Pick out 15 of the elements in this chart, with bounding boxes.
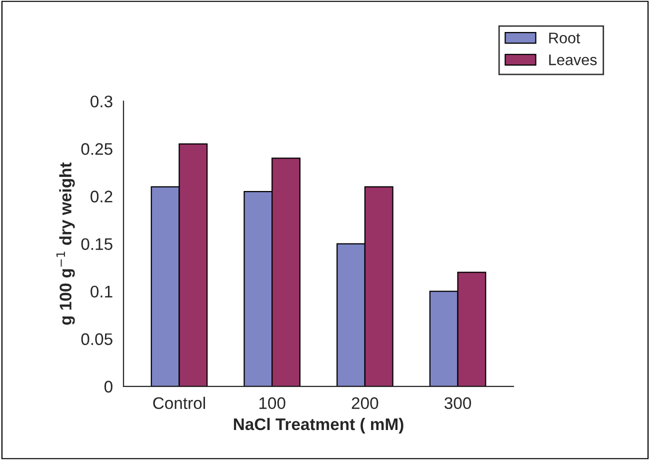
legend-label: Leaves	[549, 54, 597, 66]
y-tick-label: 0.05	[81, 333, 112, 346]
legend-label: Root	[549, 32, 580, 44]
x-tick-label: 100	[259, 397, 286, 410]
x-tick-label: Control	[153, 396, 205, 410]
y-tick-label: 0.1	[90, 286, 112, 298]
y-tick-label: 0.15	[81, 238, 112, 250]
y-tick-label: 0	[104, 380, 112, 393]
y-axis-title: g 100 g$^{−1}$ dry weight	[56, 162, 75, 325]
y-tick-label: 0.25	[81, 143, 112, 155]
x-axis-title: NaCl Treatment ( mM)	[234, 418, 404, 434]
x-tick-label: 300	[444, 397, 472, 410]
y-tick-label: 0.3	[90, 96, 112, 108]
y-tick-label: 0.2	[90, 190, 112, 202]
x-tick-label: 200	[352, 397, 378, 410]
